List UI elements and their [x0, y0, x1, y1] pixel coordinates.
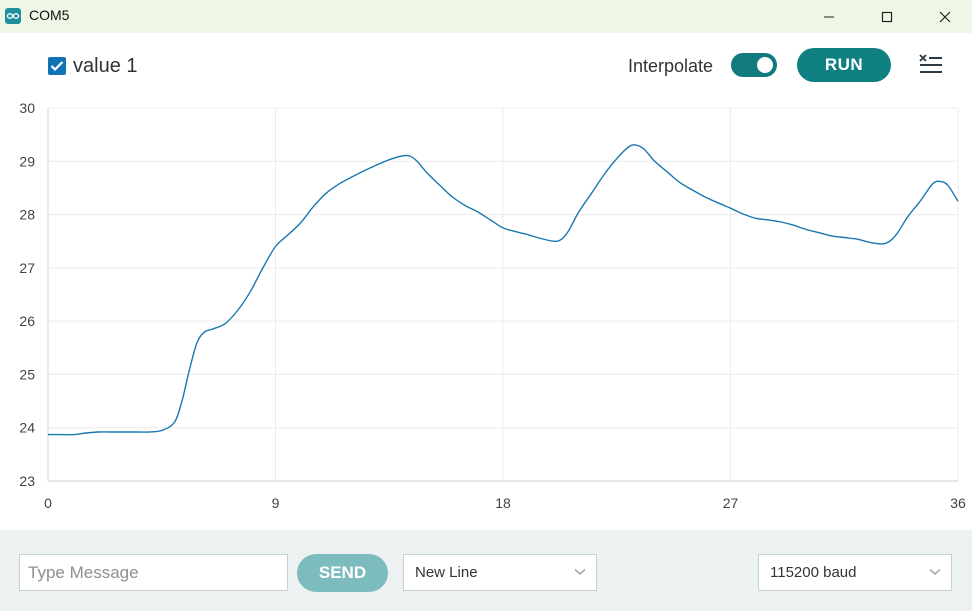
clear-output-button[interactable] — [917, 52, 945, 78]
x-tick-label: 27 — [723, 495, 739, 511]
chart-tick-labels: 23 24 25 26 27 28 29 30 0 9 18 27 36 — [19, 100, 966, 511]
chart-grid — [47, 107, 959, 482]
toggle-knob — [757, 57, 773, 73]
run-button[interactable]: RUN — [797, 48, 891, 82]
plotter-toolbar: value 1 Interpolate RUN — [0, 33, 972, 98]
y-tick-label: 30 — [19, 100, 35, 116]
y-tick-label: 29 — [19, 153, 35, 169]
minimize-icon — [824, 16, 834, 17]
x-tick-label: 18 — [495, 495, 511, 511]
close-icon — [939, 11, 951, 22]
baud-rate-value: 115200 baud — [770, 564, 857, 581]
line-ending-value: New Line — [415, 564, 478, 581]
y-tick-label: 25 — [19, 366, 35, 382]
chart-axes — [47, 108, 958, 482]
window-title: COM5 — [29, 7, 70, 23]
chart-series — [48, 144, 959, 436]
plot-area: 23 24 25 26 27 28 29 30 0 9 18 27 36 — [0, 98, 972, 530]
x-tick-label: 9 — [272, 495, 280, 511]
series-checkbox[interactable] — [48, 57, 66, 75]
arduino-app-icon — [5, 8, 21, 24]
x-tick-label: 36 — [950, 495, 966, 511]
line-ending-select[interactable]: New Line — [403, 554, 597, 591]
baud-rate-select[interactable]: 115200 baud — [758, 554, 952, 591]
close-button[interactable] — [916, 0, 972, 33]
send-button[interactable]: SEND — [297, 554, 388, 592]
minimize-button[interactable] — [800, 0, 858, 33]
checkmark-icon — [50, 61, 64, 72]
chevron-down-icon — [574, 569, 586, 575]
x-tick-label: 0 — [44, 495, 52, 511]
chevron-down-icon — [929, 569, 941, 575]
maximize-button[interactable] — [858, 0, 916, 33]
interpolate-toggle[interactable] — [731, 53, 777, 77]
maximize-icon — [881, 11, 893, 22]
line-chart: 23 24 25 26 27 28 29 30 0 9 18 27 36 — [19, 100, 966, 511]
y-tick-label: 23 — [19, 473, 35, 489]
y-tick-label: 28 — [19, 207, 35, 223]
clear-output-icon — [919, 54, 942, 73]
series-line — [48, 144, 959, 436]
message-input[interactable] — [19, 554, 288, 591]
message-bar: SEND New Line 115200 baud — [0, 530, 972, 611]
interpolate-label: Interpolate — [628, 56, 714, 76]
y-tick-label: 27 — [19, 260, 35, 276]
series-label: value 1 — [73, 55, 138, 77]
y-tick-label: 24 — [19, 420, 35, 436]
title-bar: COM5 — [0, 0, 972, 33]
y-tick-label: 26 — [19, 313, 35, 329]
